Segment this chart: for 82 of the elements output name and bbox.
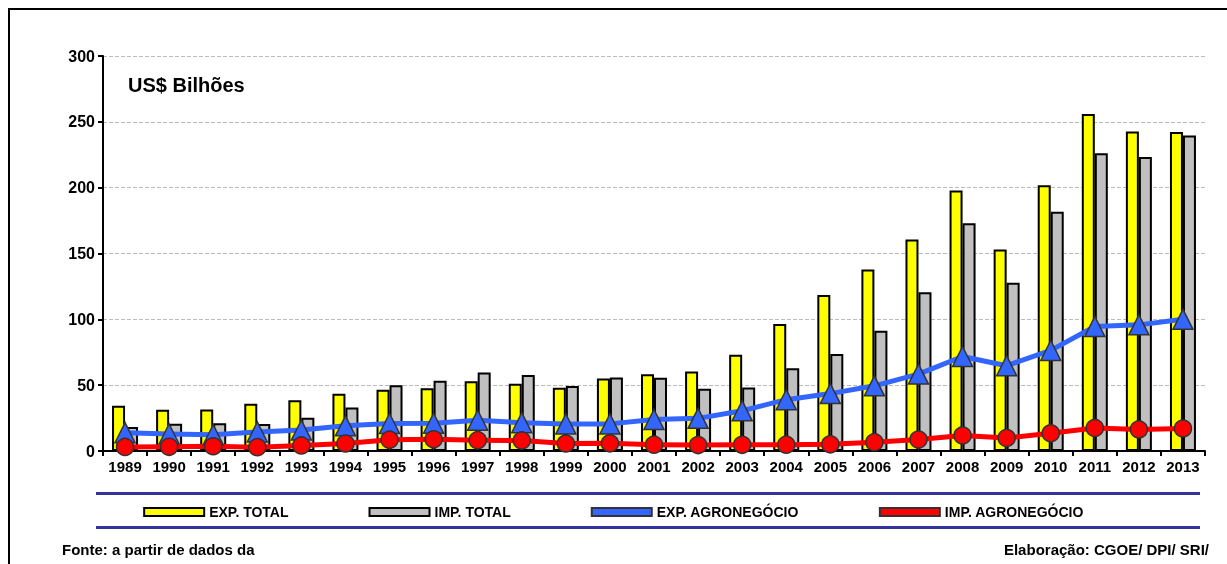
point — [732, 435, 752, 455]
point — [1129, 420, 1149, 439]
x-tick-label: 2000 — [593, 458, 627, 475]
point — [1085, 418, 1105, 438]
x-tick-label: 2012 — [1122, 458, 1156, 475]
point — [556, 434, 576, 453]
point — [995, 354, 1018, 377]
point — [336, 434, 355, 453]
y-tick-label: 50 — [77, 376, 96, 394]
point — [951, 345, 974, 368]
point — [292, 436, 311, 455]
y-tick-label: 200 — [68, 179, 96, 197]
point — [380, 430, 399, 449]
x-tick-label: 1995 — [372, 458, 407, 475]
y-tick-label: 300 — [68, 47, 96, 65]
point — [819, 382, 842, 405]
x-tick-label: 1997 — [460, 458, 495, 475]
x-tick-label: 1991 — [196, 458, 230, 475]
point — [1041, 424, 1060, 443]
legend-label: IMP. AGRONEGÓCIO — [944, 503, 1084, 520]
x-tick-label: 2001 — [637, 458, 671, 475]
point — [466, 409, 489, 431]
x-tick-label: 2009 — [989, 458, 1024, 475]
x-tick-label: 2004 — [769, 458, 804, 475]
y-tick-label: 100 — [68, 310, 96, 328]
x-tick-label: 1998 — [505, 458, 539, 475]
point — [865, 432, 884, 452]
legend-label: EXP. AGRONEGÓCIO — [656, 503, 799, 520]
x-tick-label: 2013 — [1166, 458, 1200, 475]
x-tick-label: 1989 — [108, 458, 142, 475]
point — [512, 431, 532, 450]
point — [775, 388, 797, 411]
y-tick-label: 150 — [68, 245, 96, 262]
x-tick-label: 2002 — [681, 458, 715, 475]
annotation: US$ Bilhões — [128, 74, 245, 96]
point — [424, 430, 443, 449]
point — [555, 413, 577, 435]
x-tick-label: 2003 — [725, 458, 759, 475]
x-tick-label: 1993 — [284, 458, 319, 475]
x-tick-label: 2011 — [1078, 458, 1112, 475]
x-tick-label: 2006 — [857, 458, 892, 475]
x-tick-label: 1996 — [416, 458, 451, 475]
x-tick-label: 1992 — [240, 458, 274, 475]
x-tick-label: 1990 — [152, 458, 186, 475]
x-tick-label: 2008 — [945, 458, 980, 475]
source-note: Fonte: a partir de dados da — [62, 541, 256, 558]
point — [777, 435, 796, 454]
point — [511, 411, 533, 434]
point — [863, 375, 886, 397]
point — [821, 435, 840, 454]
point — [599, 413, 621, 435]
point — [997, 428, 1016, 448]
point — [248, 437, 267, 457]
x-tick-label: 1994 — [328, 458, 363, 475]
point — [907, 363, 930, 385]
point — [1039, 339, 1062, 362]
x-tick-label: 2005 — [813, 458, 848, 475]
point — [644, 435, 664, 454]
point — [1172, 308, 1194, 331]
text: Elaboração: CGOE/ DPI/ SRI/ — [1003, 541, 1210, 558]
y-tick-label: 250 — [68, 113, 96, 131]
point — [203, 437, 223, 456]
point — [468, 430, 487, 450]
x-tick-label: 2010 — [1034, 458, 1068, 475]
legend-label: IMP. TOTAL — [434, 504, 512, 520]
point — [643, 408, 665, 431]
point — [731, 399, 753, 422]
point — [600, 434, 620, 453]
x-tick-label: 1999 — [549, 458, 583, 475]
x-tick-label: 2007 — [901, 458, 936, 475]
point — [687, 407, 709, 430]
point — [909, 430, 928, 449]
y-tick-label: 0 — [86, 442, 96, 460]
point — [953, 426, 972, 445]
point — [688, 435, 708, 455]
point — [159, 437, 179, 457]
point — [1084, 315, 1106, 338]
point — [1173, 419, 1193, 438]
point — [115, 437, 135, 457]
legend-label: EXP. TOTAL — [209, 504, 289, 520]
point — [334, 415, 357, 437]
point — [1128, 314, 1150, 336]
